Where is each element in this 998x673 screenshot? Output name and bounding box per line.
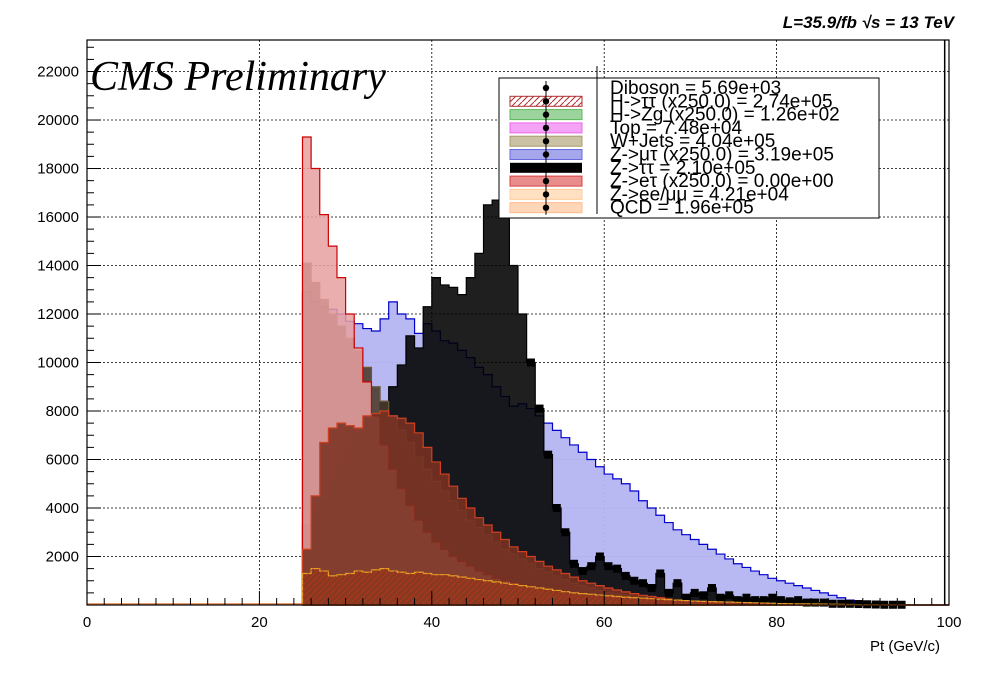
legend-label: H->Zg (x250.0) = 1.26e+02 bbox=[610, 105, 840, 126]
legend-label: Z->ττ = 2.10e+05 bbox=[610, 158, 755, 179]
data-point bbox=[578, 567, 587, 576]
hatch-overlay bbox=[302, 568, 949, 605]
data-point bbox=[587, 562, 596, 571]
x-tick-label: 60 bbox=[596, 614, 613, 631]
legend-entry: QCD = 1.96e+05 bbox=[509, 198, 754, 219]
legend-label: QCD = 1.96e+05 bbox=[610, 198, 754, 219]
legend-entry: Z->ττ = 2.10e+05 bbox=[510, 158, 755, 179]
y-tick-label: 16000 bbox=[37, 209, 79, 226]
data-point bbox=[733, 596, 742, 605]
data-point bbox=[751, 596, 760, 605]
data-point bbox=[707, 584, 716, 593]
data-point bbox=[656, 569, 665, 578]
y-tick-label: 8000 bbox=[46, 403, 79, 420]
data-point bbox=[570, 559, 579, 568]
data-point bbox=[526, 358, 535, 367]
data-point bbox=[664, 588, 673, 597]
data-point bbox=[561, 528, 570, 537]
y-tick-label: 6000 bbox=[46, 452, 79, 469]
y-tick-label: 22000 bbox=[37, 64, 79, 81]
data-point bbox=[621, 571, 630, 580]
data-point bbox=[759, 596, 768, 605]
x-tick-label: 40 bbox=[423, 614, 440, 631]
legend-entry: Diboson = 5.69e+03 bbox=[542, 78, 781, 99]
x-tick-label: 20 bbox=[251, 614, 268, 631]
legend-entry: Z->μτ (x250.0) = 3.19e+05 bbox=[509, 145, 834, 166]
legend-entry: Z->eτ (x250.0) = 0.00e+00 bbox=[509, 171, 834, 192]
x-tick-label: 100 bbox=[936, 614, 961, 631]
legend-entry: W+Jets = 4.04e+05 bbox=[509, 131, 775, 152]
data-point bbox=[682, 593, 691, 602]
data-point bbox=[837, 599, 846, 608]
cms-preliminary-label: CMS Preliminary bbox=[90, 54, 386, 100]
legend-label: H->ττ (x250.0) = 2.74e+05 bbox=[610, 91, 833, 112]
x-tick-label: 80 bbox=[768, 614, 785, 631]
legend-label: Z->ee/μμ = 4.21e+04 bbox=[610, 184, 789, 205]
legend-label: Diboson = 5.69e+03 bbox=[610, 78, 781, 99]
x-axis-label: Pt (GeV/c) bbox=[870, 638, 940, 655]
data-point bbox=[638, 579, 647, 588]
data-point bbox=[768, 593, 777, 602]
legend-entry: Z->ee/μμ = 4.21e+04 bbox=[509, 184, 789, 205]
data-point bbox=[820, 598, 829, 607]
data-point bbox=[613, 564, 622, 573]
legend-label: Z->eτ (x250.0) = 0.00e+00 bbox=[610, 171, 834, 192]
legend-label: Z->μτ (x250.0) = 3.19e+05 bbox=[610, 145, 834, 166]
y-tick-label: 14000 bbox=[37, 258, 79, 275]
legend-entry: H->ττ (x250.0) = 2.74e+05 bbox=[509, 91, 833, 112]
y-tick-label: 4000 bbox=[46, 500, 79, 517]
legend-label: Top = 7.48e+04 bbox=[610, 118, 742, 139]
data-point bbox=[725, 591, 734, 600]
data-point bbox=[647, 584, 656, 593]
data-point bbox=[776, 596, 785, 605]
y-tick-label: 20000 bbox=[37, 112, 79, 129]
data-point bbox=[785, 597, 794, 606]
data-point bbox=[673, 579, 682, 588]
data-point bbox=[595, 552, 604, 561]
data-point bbox=[742, 593, 751, 602]
data-point bbox=[544, 450, 553, 459]
y-tick-label: 10000 bbox=[37, 355, 79, 372]
y-tick-label: 12000 bbox=[37, 306, 79, 323]
data-point bbox=[845, 599, 854, 608]
legend-entry: Top = 7.48e+04 bbox=[509, 118, 742, 139]
legend: Diboson = 5.69e+03H->ττ (x250.0) = 2.74e… bbox=[498, 66, 880, 219]
data-point bbox=[716, 593, 725, 602]
y-tick-label: 2000 bbox=[46, 549, 79, 566]
legend-label: W+Jets = 4.04e+05 bbox=[610, 131, 775, 152]
data-point bbox=[535, 404, 544, 413]
data-point bbox=[699, 591, 708, 600]
legend-entry: H->Zg (x250.0) = 1.26e+02 bbox=[509, 105, 840, 126]
data-point bbox=[690, 588, 699, 597]
axis-ticks: 0 20 40 60 80 100 2000 4000 6000 8000 10000 12000 14… bbox=[37, 46, 962, 631]
lumi-label: L=35.9/fb √s = 13 TeV bbox=[783, 13, 956, 32]
data-point bbox=[802, 598, 811, 607]
data-point bbox=[854, 600, 863, 609]
data-point bbox=[552, 504, 561, 513]
data-point bbox=[794, 596, 803, 605]
y-tick-label: 18000 bbox=[37, 161, 79, 178]
data-point bbox=[604, 562, 613, 571]
x-tick-label: 0 bbox=[83, 614, 91, 631]
data-point bbox=[811, 598, 820, 607]
data-point bbox=[630, 576, 639, 585]
histogram-series bbox=[87, 40, 949, 609]
